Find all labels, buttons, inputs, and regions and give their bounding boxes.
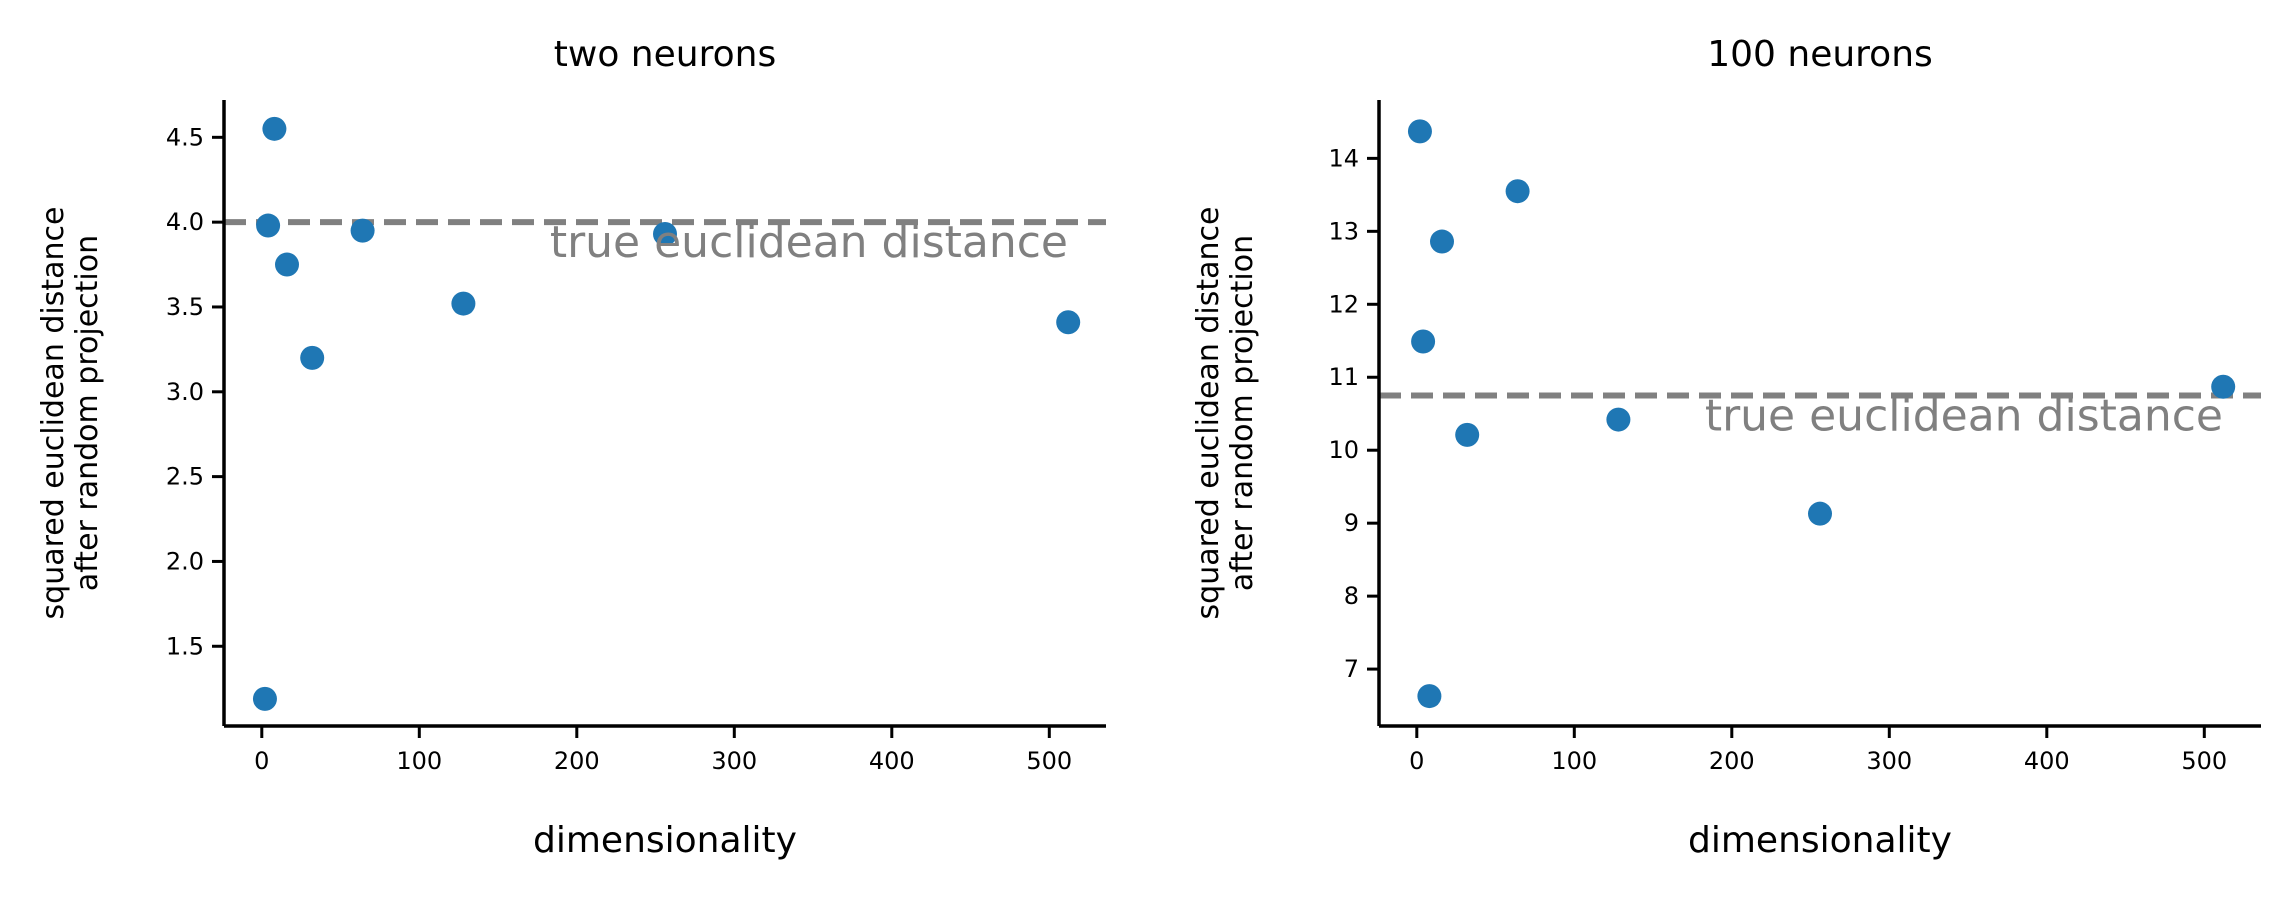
y-tick-label: 9	[1344, 509, 1359, 537]
data-point	[1407, 119, 1432, 144]
y-tick-label: 11	[1328, 363, 1359, 391]
y-tick-label: 14	[1328, 144, 1359, 172]
data-point	[350, 218, 375, 243]
y-axis-label-line-1: squared euclidean distance	[36, 207, 71, 620]
x-tick-label: 0	[1409, 747, 1424, 775]
x-tick-label: 500	[1026, 747, 1072, 775]
y-axis-label-line-2: after random projection	[1225, 235, 1260, 591]
data-point	[252, 686, 277, 711]
data-point	[1430, 229, 1454, 254]
y-tick-label: 10	[1328, 436, 1359, 464]
data-point	[1606, 407, 1631, 432]
x-tick-label: 300	[711, 747, 757, 775]
data-point	[1056, 310, 1081, 335]
chart-title: two neurons	[554, 34, 776, 75]
data-point	[451, 291, 476, 316]
x-tick-label: 100	[396, 747, 442, 775]
data-point	[1505, 179, 1530, 204]
y-axis-label-line-2: after random projection	[70, 235, 105, 591]
data-point	[1455, 422, 1480, 447]
x-tick-label: 300	[1866, 747, 1912, 775]
y-tick-label: 12	[1328, 290, 1359, 318]
y-tick-label: 7	[1344, 655, 1359, 683]
data-point	[1417, 684, 1442, 709]
data-point	[256, 213, 281, 238]
y-tick-label: 13	[1328, 217, 1359, 245]
y-tick-label: 8	[1344, 582, 1359, 610]
data-point	[653, 222, 677, 247]
x-tick-label: 0	[254, 747, 269, 775]
reference-line-label: true euclidean distance	[550, 217, 1068, 268]
reference-line-label: true euclidean distance	[1705, 390, 2223, 441]
x-axis-label: dimensionality	[1688, 820, 1952, 861]
y-tick-label: 4.5	[166, 123, 204, 151]
x-tick-label: 400	[869, 747, 915, 775]
y-tick-label: 3.0	[166, 378, 204, 406]
x-tick-label: 100	[1551, 747, 1597, 775]
x-tick-label: 400	[2024, 747, 2070, 775]
y-tick-label: 3.5	[166, 293, 204, 321]
data-point	[275, 252, 299, 277]
x-axis-label: dimensionality	[533, 820, 797, 861]
data-point	[2211, 374, 2236, 399]
x-tick-label: 200	[554, 747, 600, 775]
data-point	[300, 345, 325, 370]
chart-title: 100 neurons	[1707, 34, 1933, 75]
data-point	[262, 116, 287, 141]
x-tick-label: 500	[2181, 747, 2227, 775]
x-tick-label: 200	[1709, 747, 1755, 775]
y-tick-label: 4.0	[166, 208, 204, 236]
data-point	[1808, 501, 1832, 526]
y-axis-label-line-1: squared euclidean distance	[1191, 207, 1226, 620]
chart-panel-2: 100 neurons 0 100 200 300 400 500 7 8 9 10 11 12 13 14…	[1191, 34, 2261, 861]
data-point	[1411, 329, 1436, 354]
y-tick-label: 2.0	[166, 547, 204, 575]
y-tick-label: 1.5	[166, 632, 204, 660]
chart-panel-1: two neurons 0 100 200 300 400 500 1.5 2.0 2.5 3.0 3…	[36, 34, 1106, 861]
y-tick-label: 2.5	[166, 463, 204, 491]
